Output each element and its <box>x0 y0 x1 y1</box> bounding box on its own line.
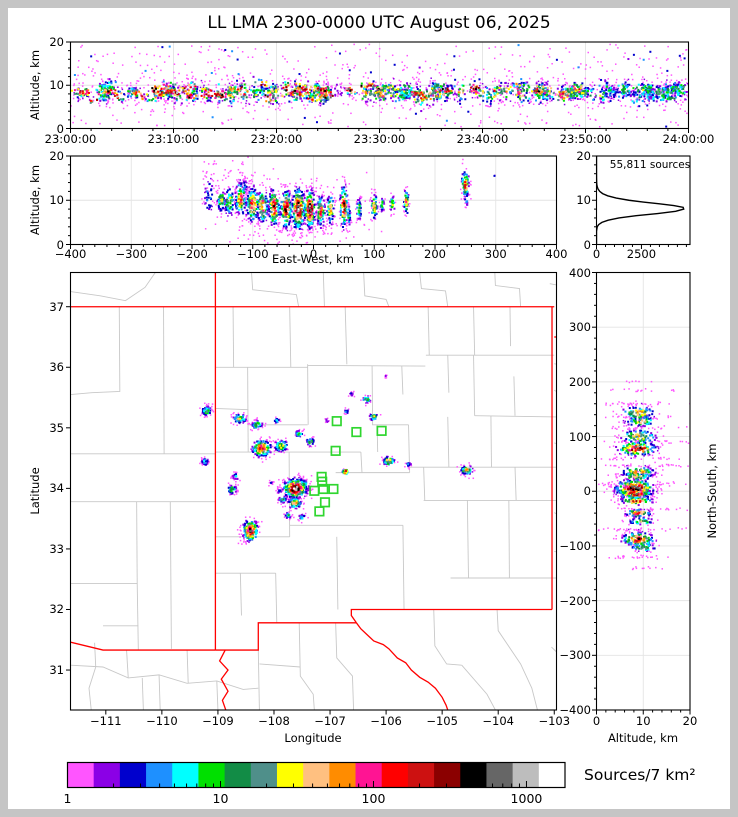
plot-canvas <box>0 0 738 817</box>
